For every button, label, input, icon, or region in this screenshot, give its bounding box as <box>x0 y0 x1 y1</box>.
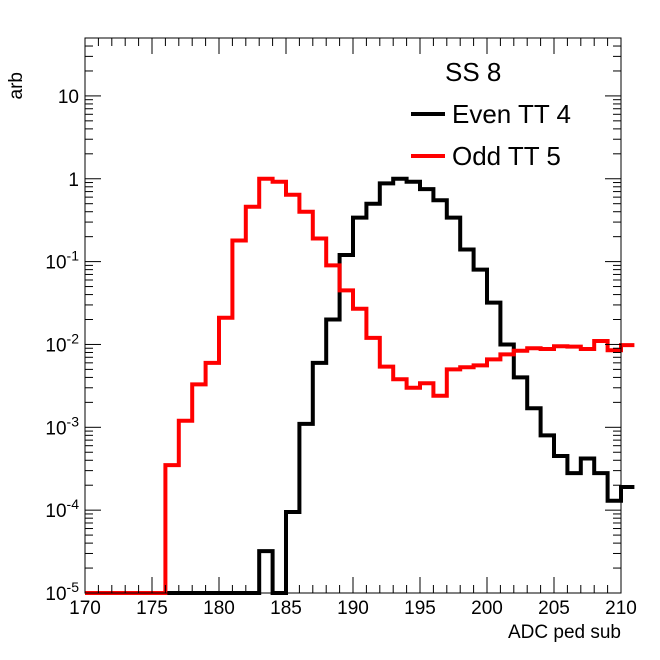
x-tick-label: 210 <box>605 598 637 619</box>
y-tick-label: 10 <box>58 87 79 108</box>
y-tick-label: 10-1 <box>45 248 79 274</box>
y-tick-label: 10-4 <box>45 496 79 522</box>
series-line-odd-tt-5 <box>85 176 635 595</box>
x-tick-label: 175 <box>136 598 168 619</box>
y-tick-label: 10-2 <box>45 330 79 356</box>
x-tick-label: 170 <box>69 598 101 619</box>
x-tick-label: 190 <box>337 598 369 619</box>
y-axis-label: arb <box>6 72 27 99</box>
x-tick-label: 180 <box>203 598 235 619</box>
legend-label-even-tt-4: Even TT 4 <box>452 99 571 129</box>
tick-labels-layer: 170 175 180 185 190 195 200 205 210 10-5 10-4 10-3 1… <box>45 87 636 619</box>
legend: SS 8 Even TT 4 Odd TT 5 <box>411 57 571 171</box>
ticks-layer <box>84 37 622 594</box>
x-tick-label: 200 <box>471 598 503 619</box>
x-tick-label: 205 <box>538 598 570 619</box>
x-tick-label: 195 <box>404 598 436 619</box>
x-tick-label: 185 <box>270 598 302 619</box>
y-tick-label: 10-5 <box>45 579 79 605</box>
legend-title: SS 8 <box>445 57 501 87</box>
y-tick-label: 1 <box>68 170 79 191</box>
x-axis-label: ADC ped sub <box>508 622 621 643</box>
legend-label-odd-tt-5: Odd TT 5 <box>452 141 561 171</box>
y-tick-label: 10-3 <box>45 413 79 439</box>
